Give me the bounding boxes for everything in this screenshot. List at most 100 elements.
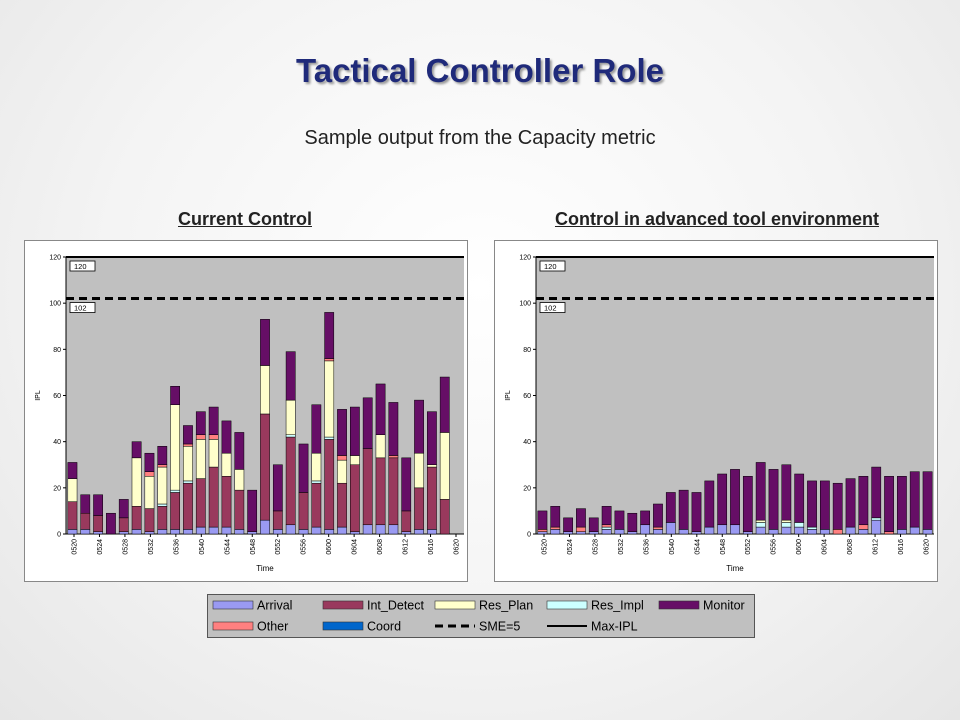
bar-segment-int-detect xyxy=(80,512,91,530)
bar-segment-monitor xyxy=(298,443,309,493)
bar-segment-res-plan xyxy=(324,360,335,438)
bar-segment-monitor xyxy=(768,469,779,530)
y-tick-label: 120 xyxy=(49,255,61,262)
x-tick-label: 0612 xyxy=(403,539,410,555)
bar-segment-other xyxy=(388,455,399,459)
chart-svg-1: 0 20 40 60 80 100 120 120 102 0520 0524 0528 0532 053… xyxy=(494,240,938,582)
legend-swatch-coord xyxy=(322,621,364,631)
bar-segment-res-plan xyxy=(260,365,270,415)
bar-segment-monitor xyxy=(67,462,78,479)
bar-segment-arrival xyxy=(678,529,689,535)
bar-segment-int-detect xyxy=(93,515,103,532)
bar-segment-res-impl xyxy=(755,522,766,528)
y-axis-title: IPL xyxy=(505,390,512,401)
bar-segment-res-impl xyxy=(807,526,817,530)
bar-segment-res-plan xyxy=(157,466,168,505)
legend-label: Res_Impl xyxy=(591,599,644,613)
legend-label: Monitor xyxy=(703,599,745,613)
bar-segment-res-plan xyxy=(67,478,78,502)
bar-segment-monitor xyxy=(131,441,142,459)
x-tick-label: 0544 xyxy=(224,539,231,555)
bar-segment-res-plan xyxy=(439,432,450,500)
bar-segment-arrival xyxy=(781,526,792,535)
bar-segment-res-plan xyxy=(208,439,219,468)
bar-segment-monitor xyxy=(922,471,933,530)
bar-segment-int-detect xyxy=(414,487,424,530)
chart-current-control: 0 20 40 60 80 100 120 120 102 0520 0524 0528 0532 053… xyxy=(24,240,468,582)
bar-segment-int-detect xyxy=(221,476,232,528)
bar-segment-arrival xyxy=(427,529,437,535)
bar-segment-arrival xyxy=(170,529,181,535)
bar-segment-arrival xyxy=(272,529,283,535)
bar-segment-other xyxy=(832,529,843,535)
bar-segment-other xyxy=(601,524,612,528)
x-tick-label: 0616 xyxy=(898,539,905,555)
bar-segment-arrival xyxy=(768,529,779,535)
bar-segment-arrival xyxy=(614,529,625,535)
bar-segment-monitor xyxy=(337,409,347,456)
y-tick-label: 20 xyxy=(53,485,61,492)
bar-segment-res-plan xyxy=(221,452,232,477)
x-tick-label: 0620 xyxy=(924,539,931,555)
bar-segment-monitor xyxy=(260,319,270,366)
bar-segment-other xyxy=(208,434,219,440)
bar-segment-other xyxy=(324,358,335,362)
x-tick-label: 0604 xyxy=(822,539,829,555)
bar-segment-monitor xyxy=(144,452,155,472)
x-tick-label: 0524 xyxy=(567,539,574,555)
legend-label: Int_Detect xyxy=(367,599,425,613)
bar-segment-res-plan xyxy=(311,452,322,482)
bar-segment-arrival xyxy=(909,526,920,535)
bar-segment-int-detect xyxy=(272,510,283,530)
bar-segment-arrival xyxy=(871,519,882,535)
legend-swatch-int-detect xyxy=(322,600,364,610)
bar-segment-arrival xyxy=(807,529,817,535)
bar-segment-res-plan xyxy=(375,434,386,459)
bar-segment-res-plan xyxy=(414,452,424,489)
bar-segment-int-detect xyxy=(401,510,412,532)
bar-segment-int-detect xyxy=(375,457,386,526)
slide-subtitle: Sample output from the Capacity metric xyxy=(304,127,656,149)
slide-title: Tactical Controller Role xyxy=(296,52,664,89)
bar-segment-int-detect xyxy=(170,492,181,530)
bar-segment-other xyxy=(144,471,155,477)
bar-segment-monitor xyxy=(414,399,424,454)
bar-segment-arrival xyxy=(704,526,715,535)
reference-label: 120 xyxy=(544,262,557,271)
bar-segment-res-plan xyxy=(183,446,193,482)
bar-segment-arrival xyxy=(285,524,296,535)
legend-swatch-arrival xyxy=(212,600,254,610)
bar-segment-monitor xyxy=(80,494,91,514)
bar-segment-res-plan xyxy=(427,464,437,468)
y-tick-label: 0 xyxy=(57,532,61,539)
y-tick-label: 120 xyxy=(519,255,531,262)
y-tick-label: 20 xyxy=(523,485,531,492)
x-tick-label: 0616 xyxy=(428,539,435,555)
bar-segment-monitor xyxy=(285,351,296,401)
bar-segment-arrival xyxy=(563,531,573,535)
bar-segment-arrival xyxy=(653,529,663,535)
bar-segment-res-plan xyxy=(285,399,296,435)
bar-segment-other xyxy=(858,524,869,530)
reference-label: 120 xyxy=(74,262,87,271)
bar-segment-arrival xyxy=(717,524,728,535)
bar-segment-monitor xyxy=(234,432,245,470)
bar-segment-monitor xyxy=(563,517,573,532)
bar-segment-monitor xyxy=(781,464,792,521)
bar-segment-int-detect xyxy=(144,508,155,532)
bar-segment-arrival xyxy=(183,529,193,535)
bar-segment-res-plan xyxy=(195,439,206,479)
bar-segment-other xyxy=(537,529,548,532)
bar-segment-arrival xyxy=(730,524,740,535)
bar-segment-arrival xyxy=(93,531,103,535)
bar-segment-int-detect xyxy=(439,499,450,535)
bar-segment-res-impl xyxy=(170,489,181,493)
bar-segment-other xyxy=(183,443,193,447)
bar-segment-monitor xyxy=(550,506,561,528)
reference-label: 102 xyxy=(544,304,557,313)
bar-segment-int-detect xyxy=(388,457,399,526)
x-tick-label: 0608 xyxy=(847,539,854,555)
x-tick-label: 0552 xyxy=(745,539,752,555)
bar-segment-res-plan xyxy=(337,459,347,484)
bar-segment-monitor xyxy=(832,482,843,530)
